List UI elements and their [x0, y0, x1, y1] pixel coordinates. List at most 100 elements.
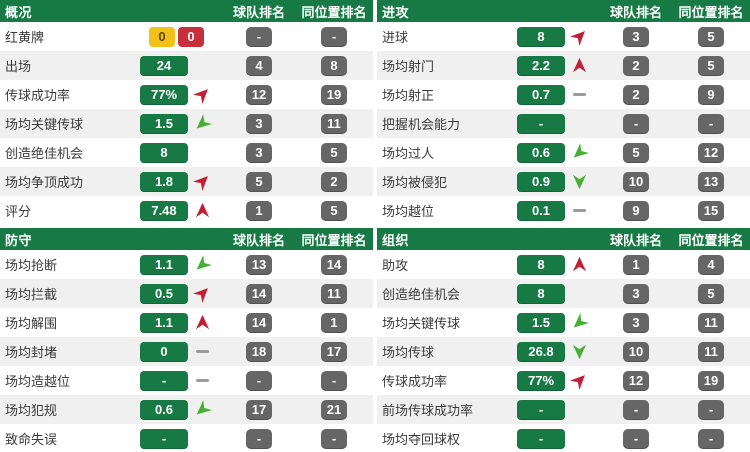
position-rank-badge: 8 [321, 55, 347, 76]
team-rank-cell: - [228, 370, 290, 391]
stat-value-cell: - [517, 428, 605, 449]
stat-row: 场均被侵犯 0.9 10 13 [377, 167, 750, 196]
position-rank-badge: - [698, 399, 724, 420]
stat-value-badge: 24 [140, 55, 188, 76]
position-rank-cell: 21 [298, 399, 370, 420]
position-rank-cell: 8 [298, 55, 370, 76]
trend-up-icon [194, 314, 211, 331]
stat-value-cell: 8 [140, 142, 228, 163]
position-rank-cell: - [675, 399, 747, 420]
stat-label: 场均解围 [5, 316, 58, 331]
team-rank-cell: 3 [605, 312, 667, 333]
stat-value-badge: 1.5 [517, 312, 565, 333]
position-rank-badge: 11 [321, 283, 347, 304]
position-rank-cell: 9 [675, 84, 747, 105]
position-rank-cell: 5 [675, 283, 747, 304]
team-rank-cell: 9 [605, 200, 667, 221]
stat-value-cell: 77% [517, 370, 605, 391]
position-rank-badge: - [321, 370, 347, 391]
team-rank-cell: 17 [228, 399, 290, 420]
stat-value-cell: 77% [140, 84, 228, 105]
stat-value-cell: 0 [140, 341, 228, 362]
stat-label: 场均被侵犯 [382, 175, 448, 190]
team-rank-badge: 3 [623, 283, 649, 304]
position-rank-cell: - [675, 113, 747, 134]
team-rank-column-header: 球队排名 [609, 4, 662, 20]
team-rank-cell: 14 [228, 283, 290, 304]
team-rank-cell: 12 [228, 84, 290, 105]
stats-rows: 红黄牌 0 0 - - 出场 24 [0, 22, 373, 225]
stat-value-badge: 7.48 [140, 200, 188, 221]
position-rank-badge: 5 [321, 200, 347, 221]
position-rank-badge: 13 [698, 171, 724, 192]
position-rank-cell: 5 [298, 142, 370, 163]
stat-value-cell: - [140, 370, 228, 391]
position-rank-cell: 5 [675, 55, 747, 76]
panel-title: 组织 [382, 232, 410, 248]
cards-group: 0 0 [149, 26, 204, 47]
stat-label: 出场 [5, 59, 32, 74]
stat-label: 传球成功率 [382, 374, 448, 389]
trend-up-right-icon [570, 28, 588, 46]
team-rank-cell: - [228, 428, 290, 449]
trend-up-right-icon [193, 173, 211, 191]
stat-value-cell: - [517, 113, 605, 134]
team-rank-badge: 10 [623, 171, 649, 192]
panel-header: 进攻 球队排名 同位置排名 [377, 0, 750, 22]
stat-label: 场均越位 [382, 204, 435, 219]
trend-down-left-icon [194, 114, 212, 132]
trend-up-right-icon [570, 372, 588, 390]
team-rank-cell: 3 [228, 142, 290, 163]
stat-value-badge: 0.6 [140, 399, 188, 420]
stat-row: 场均解围 1.1 14 1 [0, 308, 373, 337]
stat-value-cell: 0.6 [517, 142, 605, 163]
position-rank-cell: 2 [298, 171, 370, 192]
position-rank-column-header: 同位置排名 [678, 4, 744, 20]
stat-label: 场均造越位 [5, 374, 71, 389]
stat-value-cell: 1.5 [140, 113, 228, 134]
stat-row: 创造绝佳机会 8 3 5 [377, 279, 750, 308]
stat-row: 场均抢断 1.1 13 14 [0, 250, 373, 279]
flat-dash-icon [196, 350, 209, 353]
team-rank-cell: 3 [605, 26, 667, 47]
stat-value-badge: - [517, 113, 565, 134]
team-rank-badge: 14 [246, 312, 272, 333]
stat-label: 创造绝佳机会 [5, 146, 84, 161]
team-rank-badge: 5 [246, 171, 272, 192]
stat-row: 场均犯规 0.6 17 21 [0, 395, 373, 424]
stat-value-badge: 1.8 [140, 171, 188, 192]
stat-row: 助攻 8 1 4 [377, 250, 750, 279]
position-rank-cell: 19 [298, 84, 370, 105]
stat-value-cell: 26.8 [517, 341, 605, 362]
panel-title: 进攻 [382, 4, 410, 20]
stat-value-badge: - [517, 399, 565, 420]
team-rank-cell: 18 [228, 341, 290, 362]
stat-row: 场均传球 26.8 10 11 [377, 337, 750, 366]
stat-row: 场均夺回球权 - - - [377, 424, 750, 452]
team-rank-column-header: 球队排名 [609, 232, 662, 248]
team-rank-cell: 12 [605, 370, 667, 391]
trend-down-left-icon [194, 255, 212, 273]
position-rank-badge: 19 [698, 370, 724, 391]
stat-row: 场均拦截 0.5 14 11 [0, 279, 373, 308]
stat-value-badge: 1.1 [140, 254, 188, 275]
position-rank-column-header: 同位置排名 [678, 232, 744, 248]
position-rank-cell: 11 [298, 113, 370, 134]
position-rank-cell: 5 [675, 26, 747, 47]
stats-panel-organization: 组织 球队排名 同位置排名 助攻 8 1 4 创造绝佳机会 8 [377, 228, 750, 452]
stat-value-cell: 8 [517, 283, 605, 304]
stat-row: 出场 24 4 8 [0, 51, 373, 80]
position-rank-badge: - [321, 26, 347, 47]
position-rank-cell: - [298, 428, 370, 449]
stat-row: 致命失误 - - - [0, 424, 373, 452]
team-rank-cell: 2 [605, 55, 667, 76]
stat-label: 场均过人 [382, 146, 435, 161]
trend-down-left-icon [571, 143, 589, 161]
position-rank-badge: 2 [321, 171, 347, 192]
trend-up-icon [194, 202, 211, 219]
panel-title: 概况 [5, 4, 33, 20]
position-rank-cell: 19 [675, 370, 747, 391]
stat-label: 前场传球成功率 [382, 403, 474, 418]
team-rank-badge: - [623, 399, 649, 420]
trend-up-icon [571, 256, 588, 273]
